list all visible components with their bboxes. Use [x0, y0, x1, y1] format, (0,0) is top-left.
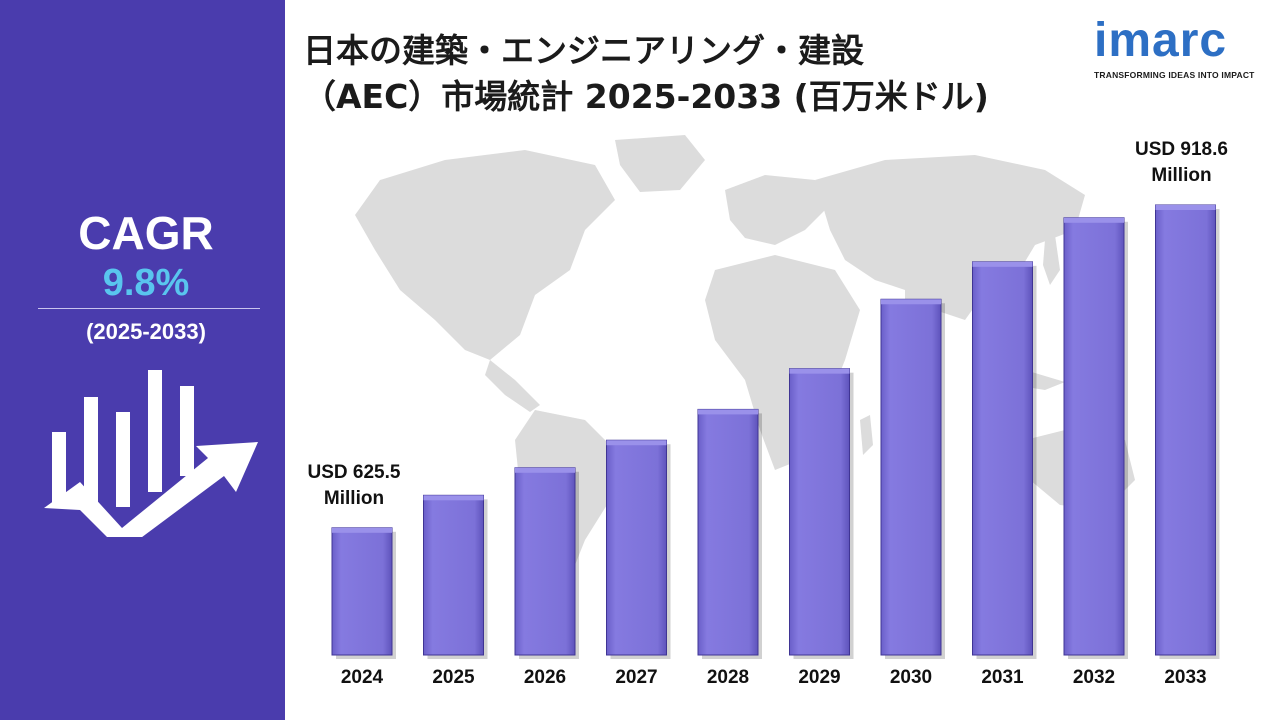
x-tick-label: 2031 — [981, 667, 1024, 688]
x-tick-label: 2025 — [432, 667, 475, 688]
cagr-divider — [38, 308, 260, 309]
cagr-period: (2025-2033) — [86, 319, 206, 344]
x-tick-label: 2032 — [1073, 667, 1115, 688]
x-tick-label: 2029 — [798, 667, 840, 688]
bar-cap-2028 — [698, 409, 758, 415]
bar-2033 — [1155, 204, 1216, 656]
bar-cap-2032 — [1064, 217, 1124, 223]
data-label: Million — [324, 488, 384, 509]
data-label: USD 625.5 — [308, 462, 401, 483]
bar-cap-2030 — [881, 299, 941, 305]
logo-tagline: TRANSFORMING IDEAS INTO IMPACT — [1094, 70, 1255, 80]
chart-title-line-1: 日本の建築・エンジニアリング・建設 — [303, 31, 864, 70]
logo-wordmark: imarc — [1094, 14, 1228, 67]
bar-2032 — [1063, 217, 1125, 656]
bar-cap-2024 — [332, 527, 392, 533]
bar-cap-2029 — [789, 368, 850, 374]
bar-cap-2027 — [606, 440, 667, 446]
bar-2030 — [880, 298, 942, 656]
growth-chart-icon — [44, 370, 258, 537]
imarc-logo: imarc TRANSFORMING IDEAS INTO IMPACT — [1094, 12, 1264, 80]
x-tick-label: 2028 — [707, 667, 749, 688]
bar-2031 — [972, 261, 1033, 656]
bar-cap-2025 — [423, 495, 484, 501]
bar-2026 — [514, 467, 576, 656]
data-label: Million — [1151, 165, 1211, 186]
bar-2028 — [697, 408, 759, 656]
bar-cap-2026 — [515, 467, 575, 473]
x-tick-label: 2024 — [341, 667, 384, 688]
bar-cap-2031 — [972, 261, 1033, 267]
bar-cap-2033 — [1155, 205, 1216, 210]
bar-2027 — [606, 439, 667, 656]
cagr-label: CAGR — [78, 207, 214, 259]
bar-2025 — [423, 494, 484, 656]
x-tick-label: 2027 — [615, 667, 657, 688]
chart-title-line-2: （AEC）市場統計 2025-2033 (百万米ドル) — [303, 77, 989, 116]
x-tick-label: 2033 — [1164, 667, 1206, 688]
cagr-panel: CAGR 9.8% (2025-2033) — [0, 0, 285, 720]
bar-2024 — [331, 527, 393, 656]
chart-title: 日本の建築・エンジニアリング・建設 （AEC）市場統計 2025-2033 (百… — [303, 28, 1063, 120]
cagr-value: 9.8% — [102, 262, 190, 304]
x-tick-label: 2030 — [890, 667, 932, 688]
data-label: USD 918.6 — [1135, 139, 1228, 160]
bar-2029 — [789, 368, 850, 656]
x-tick-label: 2026 — [524, 667, 566, 688]
